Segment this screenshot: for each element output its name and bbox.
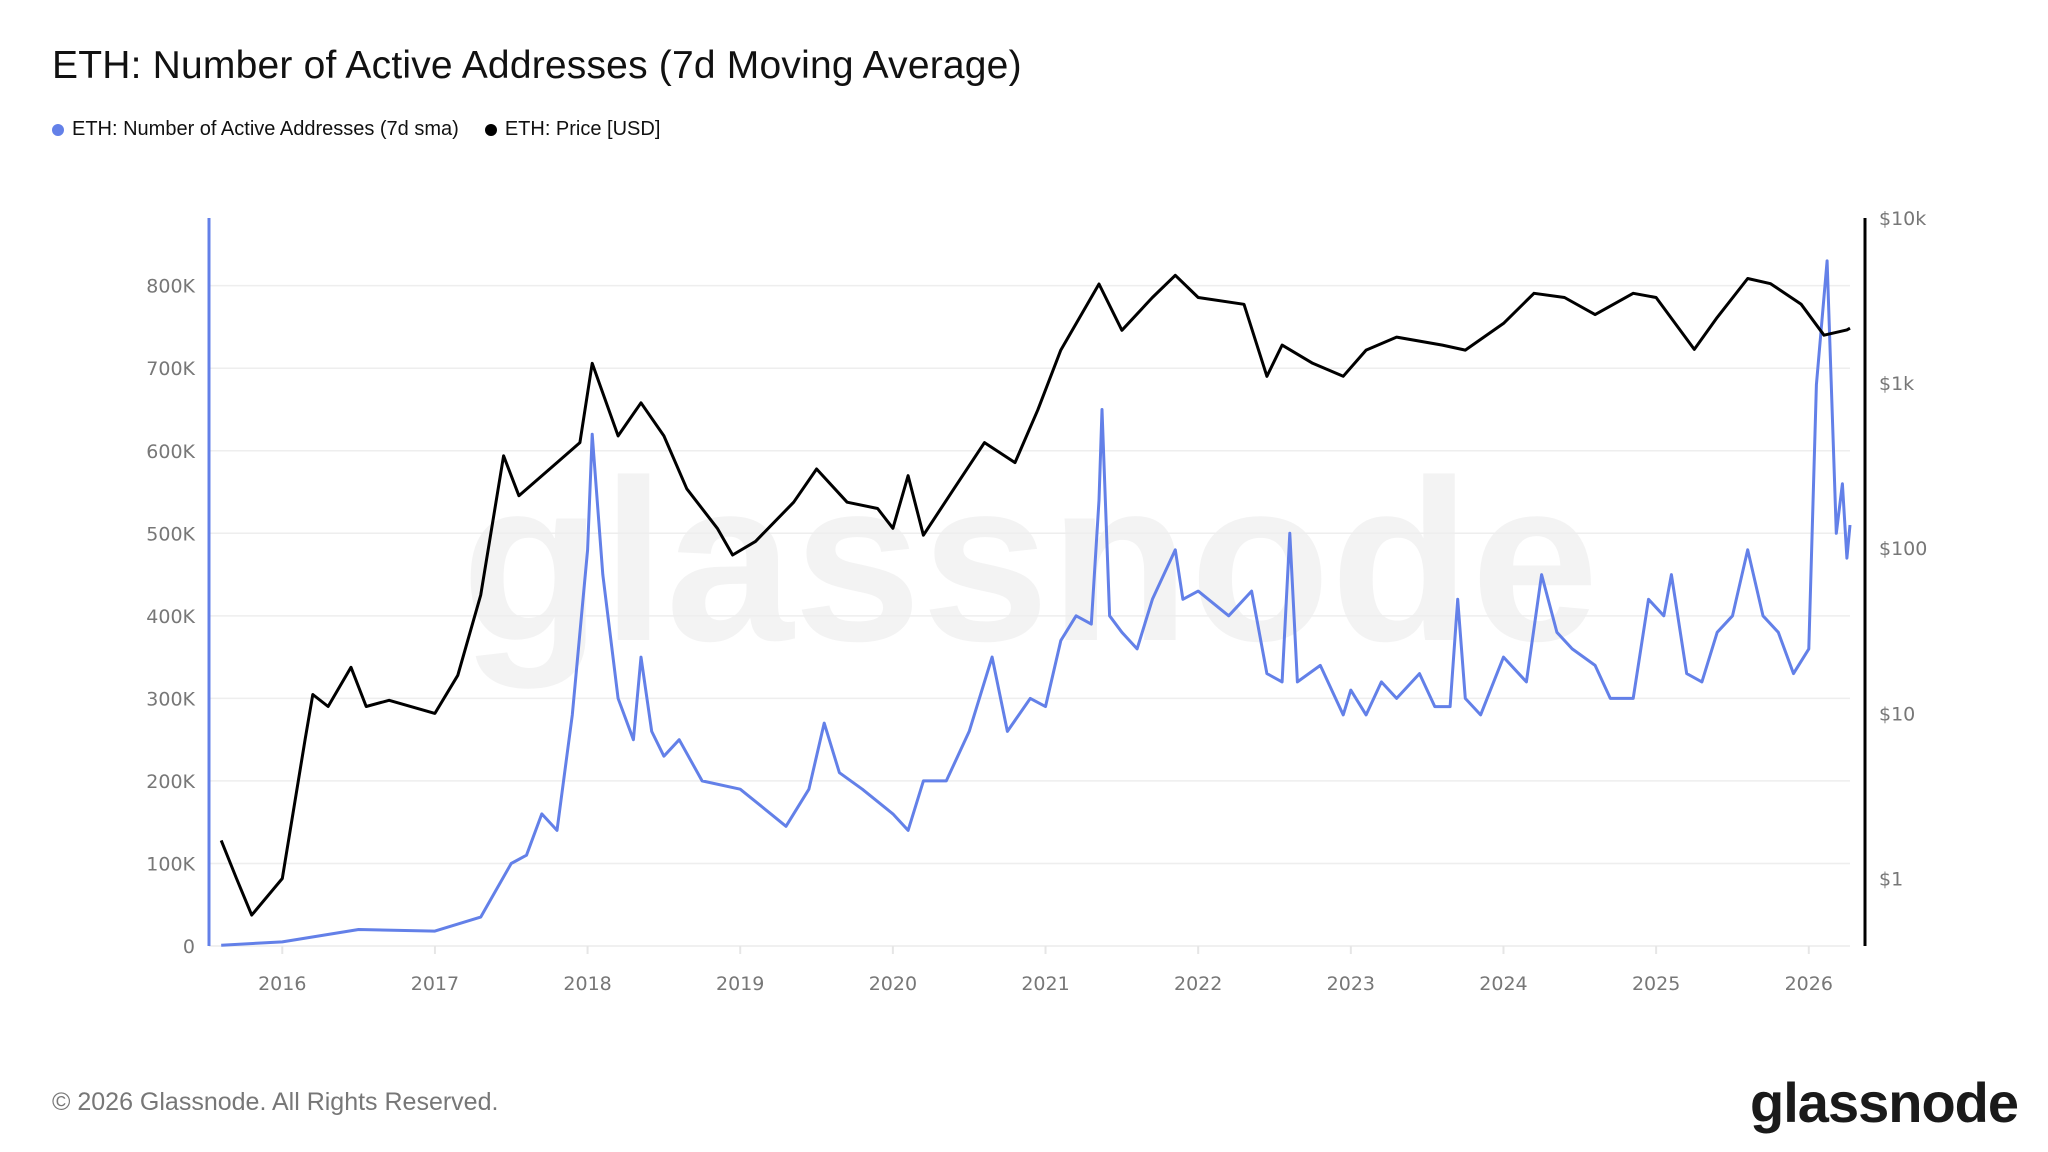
series-lines [219, 259, 1852, 947]
x-axis: 2016 2017 2018 2019 2020 2021 2022 2023 2024 2025… [258, 946, 1833, 995]
y-axis-right: $1 $10 $100 $1k $10k [1863, 208, 1927, 946]
y-right-tick-label: $1k [1879, 373, 1914, 395]
y-right-tick-label: $10 [1879, 703, 1915, 725]
legend-label: ETH: Number of Active Addresses (7d sma) [72, 118, 459, 140]
y-right-tick-label: $1 [1879, 868, 1903, 890]
y-left-tick-label: 300K [146, 688, 195, 710]
legend-dot-black-icon [484, 123, 497, 136]
legend: ETH: Number of Active Addresses (7d sma)… [52, 118, 660, 141]
y-left-tick-label: 500K [146, 523, 195, 545]
price-line [219, 273, 1851, 917]
legend-item-price[interactable]: ETH: Price [USD] [484, 118, 661, 141]
legend-dot-blue-icon [52, 123, 64, 136]
y-right-tick-label: $10k [1879, 208, 1926, 230]
y-axis-left: 0 100K 200K 300K 400K 500K 600K 700K 800K [146, 218, 211, 958]
y-left-tick-label: 0 [183, 936, 195, 958]
y-left-tick-label: 700K [146, 358, 195, 380]
y-left-tick-label: 800K [146, 276, 195, 298]
watermark: glassnode [461, 432, 1599, 689]
x-tick-label: 2020 [869, 973, 917, 995]
y-right-tick-label: $100 [1879, 538, 1927, 560]
gridlines [209, 284, 1850, 947]
x-tick-label: 2021 [1021, 973, 1069, 995]
active-addresses-line [221, 259, 1852, 947]
y-left-tick-label: 200K [146, 771, 195, 793]
legend-label: ETH: Price [USD] [504, 118, 661, 140]
x-tick-label: 2026 [1785, 973, 1833, 995]
x-tick-label: 2025 [1632, 973, 1680, 995]
y-left-tick-label: 600K [146, 441, 195, 463]
chart-title: ETH: Number of Active Addresses (7d Movi… [52, 44, 1022, 87]
glassnode-logo: glassnode [1750, 1071, 2019, 1134]
x-tick-label: 2018 [563, 973, 611, 995]
x-tick-label: 2017 [411, 973, 459, 995]
x-tick-label: 2019 [716, 973, 764, 995]
x-tick-label: 2023 [1327, 973, 1375, 995]
y-left-tick-label: 100K [146, 853, 195, 875]
copyright: © 2026 Glassnode. All Rights Reserved. [52, 1088, 499, 1116]
y-left-tick-label: 400K [146, 606, 195, 628]
x-tick-label: 2016 [258, 973, 306, 995]
x-tick-label: 2022 [1174, 973, 1222, 995]
legend-item-active-addresses[interactable]: ETH: Number of Active Addresses (7d sma) [52, 118, 459, 141]
x-tick-label: 2024 [1479, 973, 1527, 995]
